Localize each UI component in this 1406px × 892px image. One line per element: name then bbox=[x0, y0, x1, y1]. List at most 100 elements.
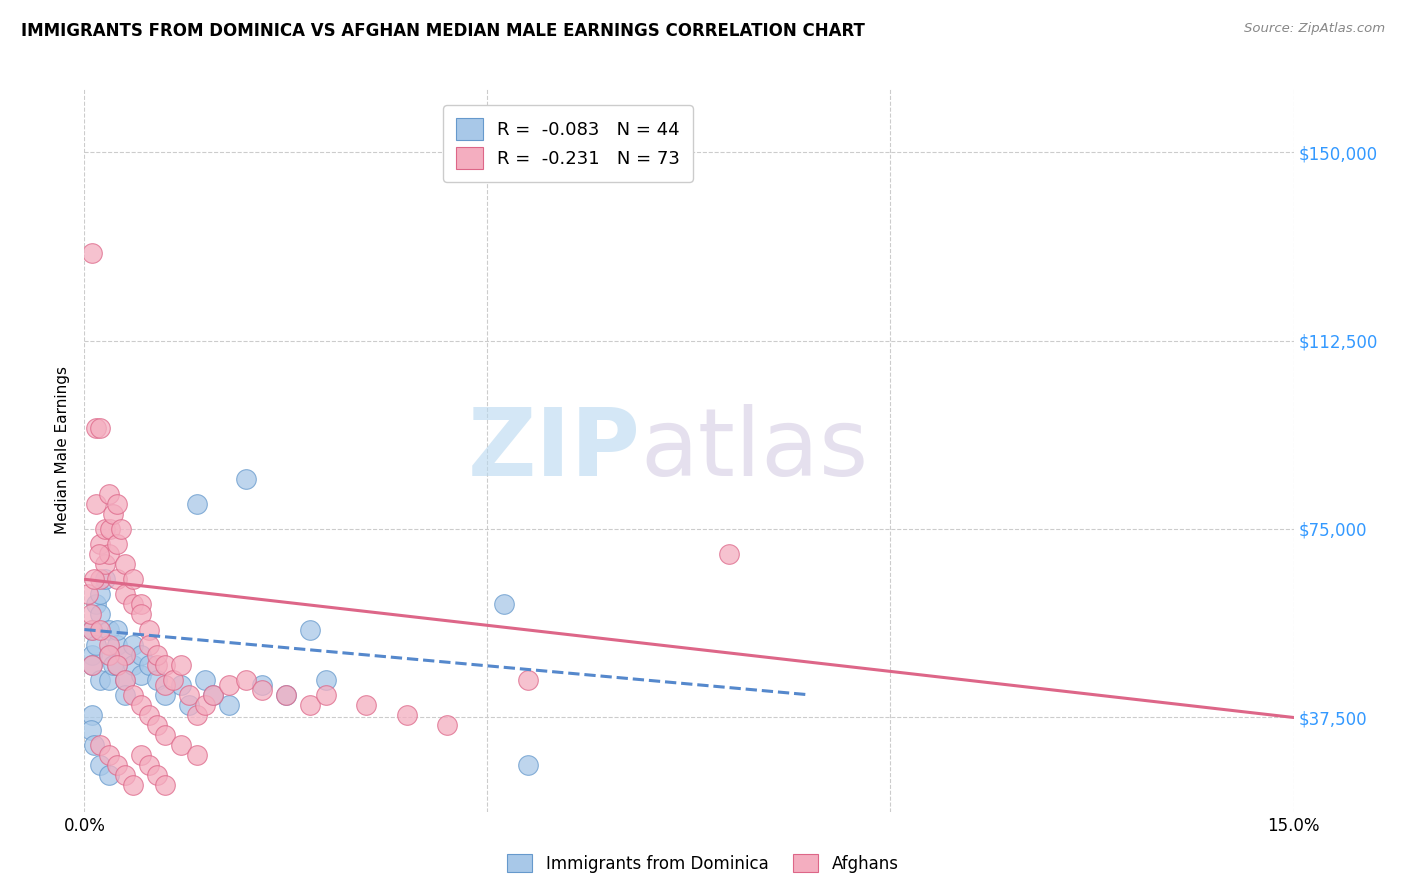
Point bbox=[97, 648, 120, 662]
Point bbox=[97, 638, 120, 652]
Point bbox=[97, 748, 120, 763]
Point bbox=[86, 497, 108, 511]
Point bbox=[80, 607, 103, 622]
Point bbox=[250, 682, 273, 697]
Point bbox=[110, 522, 132, 536]
Point bbox=[93, 522, 115, 536]
Point bbox=[121, 688, 143, 702]
Point bbox=[315, 688, 337, 702]
Point bbox=[138, 708, 160, 723]
Text: ZIP: ZIP bbox=[468, 404, 641, 497]
Point bbox=[235, 673, 257, 687]
Point bbox=[114, 688, 136, 702]
Point bbox=[146, 648, 169, 662]
Point bbox=[121, 657, 143, 672]
Text: atlas: atlas bbox=[641, 404, 869, 497]
Point bbox=[105, 623, 128, 637]
Point bbox=[146, 768, 169, 782]
Point bbox=[153, 657, 176, 672]
Point bbox=[101, 507, 124, 521]
Point bbox=[356, 698, 378, 712]
Point bbox=[97, 768, 120, 782]
Point bbox=[202, 688, 225, 702]
Point bbox=[153, 778, 176, 792]
Point bbox=[274, 688, 297, 702]
Point bbox=[129, 748, 152, 763]
Point bbox=[83, 572, 105, 586]
Point bbox=[89, 537, 111, 551]
Point bbox=[86, 598, 108, 612]
Point bbox=[274, 688, 297, 702]
Point bbox=[82, 623, 104, 637]
Point bbox=[87, 547, 110, 561]
Point bbox=[93, 572, 115, 586]
Point bbox=[89, 607, 111, 622]
Point bbox=[121, 638, 143, 652]
Point bbox=[89, 587, 111, 601]
Point bbox=[82, 648, 104, 662]
Point bbox=[105, 638, 128, 652]
Point bbox=[97, 547, 120, 561]
Legend: Immigrants from Dominica, Afghans: Immigrants from Dominica, Afghans bbox=[501, 847, 905, 880]
Point bbox=[86, 421, 108, 435]
Point bbox=[93, 557, 115, 571]
Point bbox=[129, 667, 152, 681]
Point bbox=[718, 547, 741, 561]
Point bbox=[86, 638, 108, 652]
Point bbox=[138, 638, 160, 652]
Point bbox=[121, 572, 143, 586]
Point bbox=[218, 678, 240, 692]
Point bbox=[77, 587, 100, 601]
Point bbox=[315, 673, 337, 687]
Point bbox=[138, 623, 160, 637]
Point bbox=[114, 768, 136, 782]
Point bbox=[82, 708, 104, 723]
Point bbox=[516, 758, 538, 772]
Point bbox=[146, 718, 169, 732]
Point bbox=[105, 657, 128, 672]
Point bbox=[179, 698, 201, 712]
Point bbox=[105, 657, 128, 672]
Point bbox=[395, 708, 418, 723]
Point bbox=[89, 673, 111, 687]
Point bbox=[114, 648, 136, 662]
Point bbox=[105, 758, 128, 772]
Point bbox=[162, 673, 184, 687]
Point bbox=[235, 472, 257, 486]
Point bbox=[250, 678, 273, 692]
Point bbox=[80, 723, 103, 737]
Point bbox=[153, 678, 176, 692]
Point bbox=[299, 698, 322, 712]
Point bbox=[121, 778, 143, 792]
Point bbox=[138, 657, 160, 672]
Point bbox=[129, 648, 152, 662]
Point bbox=[194, 698, 217, 712]
Point bbox=[97, 673, 120, 687]
Point bbox=[492, 598, 515, 612]
Point bbox=[114, 673, 136, 687]
Point bbox=[146, 673, 169, 687]
Point bbox=[202, 688, 225, 702]
Point bbox=[299, 623, 322, 637]
Point bbox=[105, 497, 128, 511]
Point bbox=[114, 648, 136, 662]
Point bbox=[82, 657, 104, 672]
Point bbox=[146, 657, 169, 672]
Point bbox=[105, 572, 128, 586]
Point bbox=[194, 673, 217, 687]
Point bbox=[114, 587, 136, 601]
Point bbox=[98, 522, 121, 536]
Point bbox=[218, 698, 240, 712]
Point bbox=[170, 738, 193, 752]
Point bbox=[89, 572, 111, 586]
Point bbox=[114, 673, 136, 687]
Point bbox=[83, 738, 105, 752]
Point bbox=[186, 748, 208, 763]
Point bbox=[129, 698, 152, 712]
Point bbox=[436, 718, 458, 732]
Point bbox=[179, 688, 201, 702]
Point bbox=[170, 657, 193, 672]
Point bbox=[89, 421, 111, 435]
Point bbox=[89, 738, 111, 752]
Point bbox=[129, 598, 152, 612]
